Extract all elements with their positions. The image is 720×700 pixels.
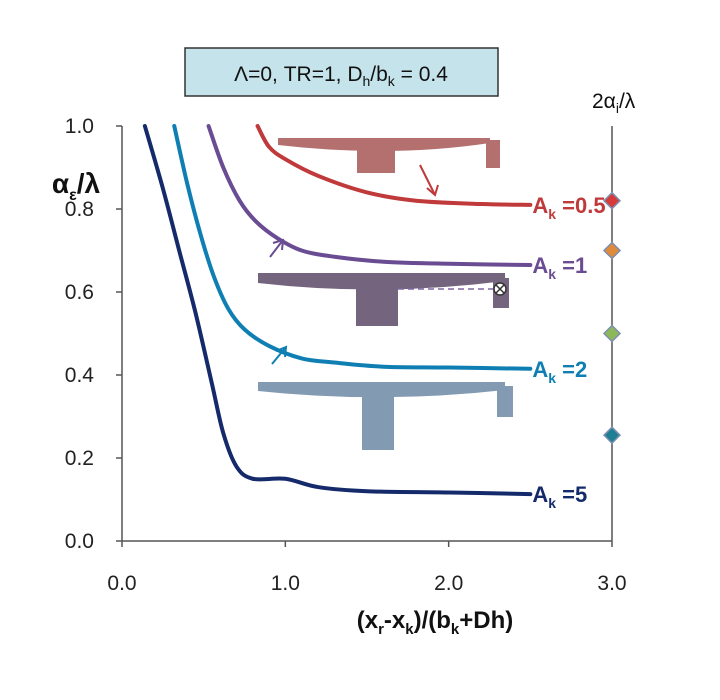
right-axis-marker [602,426,622,445]
series-line [142,124,533,497]
right-axis-marker [602,324,622,343]
x-tick-label: 3.0 [597,572,626,595]
annotation-arrows [269,164,439,365]
x-tick-label: 1.0 [271,572,300,595]
y-tick-label: 0.8 [65,198,94,221]
y-tick-label: 0.6 [65,281,94,304]
series-label: Ak =5 [532,482,587,511]
right-axis-title: 2αi/λ [592,90,636,116]
condition-text: Λ=0, TR=1, Dh/bk = 0.4 [234,63,448,89]
wing-section-red [278,138,500,173]
series-label: Ak =2 [532,357,587,386]
series-layer: Ak =5 Ak =2 Ak =1 Ak =0.5 [142,124,606,511]
series-line [172,124,533,371]
right-axis-markers [602,191,622,445]
y-tick-label: 1.0 [65,115,94,138]
series-label: Ak =0.5 [532,193,605,222]
wing-section-illustrations [258,138,513,450]
y-tick-label: 0.2 [65,447,94,470]
wing-section-purple [258,273,509,326]
y-tick-label: 0.0 [65,530,94,553]
wing-section-blue [258,382,513,450]
condition-box: Λ=0, TR=1, Dh/bk = 0.4 [184,47,499,97]
right-axis-marker [602,241,622,260]
series-line [255,124,533,207]
y-axis-title: αε/λ [52,168,101,204]
series-label: Ak =1 [532,253,587,282]
axis-ticks: 0.0 1.0 2.0 3.0 0.0 0.2 0.4 0.6 0.8 1.0 [65,115,627,595]
series-line [206,124,533,268]
out-of-plane-symbol-icon [493,282,507,296]
x-tick-label: 2.0 [434,572,463,595]
x-tick-label: 0.0 [107,572,136,595]
y-tick-label: 0.4 [65,364,95,387]
right-axis-marker [602,191,622,210]
x-axis-title: (xr-xk)/(bk+Dh) [357,607,514,638]
